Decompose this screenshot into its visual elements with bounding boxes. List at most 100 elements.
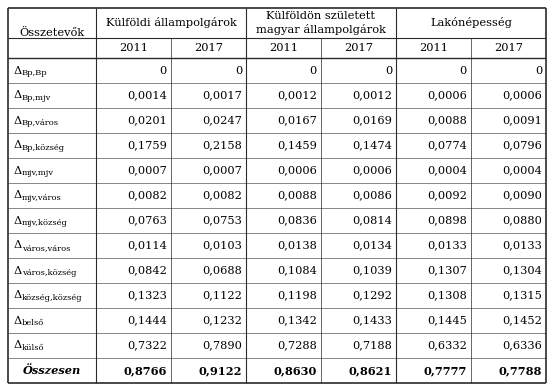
Text: 0,0006: 0,0006 [427, 90, 467, 100]
Text: belső: belső [22, 319, 44, 327]
Text: Külföldön született
magyar állampolgárok: Külföldön született magyar állampolgárok [256, 11, 386, 35]
Text: 0,0842: 0,0842 [127, 265, 167, 276]
Text: 0,0688: 0,0688 [202, 265, 242, 276]
Text: Δ: Δ [14, 140, 22, 151]
Text: 0,0114: 0,0114 [127, 240, 167, 251]
Text: 0,0247: 0,0247 [202, 115, 242, 126]
Text: 0,2158: 0,2158 [202, 140, 242, 151]
Text: 0,0088: 0,0088 [427, 115, 467, 126]
Text: 0,7788: 0,7788 [499, 365, 542, 376]
Text: 0,0086: 0,0086 [352, 190, 392, 201]
Text: 0,0796: 0,0796 [502, 140, 542, 151]
Text: 2017: 2017 [194, 43, 223, 53]
Text: 0,0014: 0,0014 [127, 90, 167, 100]
Text: 0,8630: 0,8630 [274, 365, 317, 376]
Text: 0,0012: 0,0012 [277, 90, 317, 100]
Text: Δ: Δ [14, 90, 22, 100]
Text: mjv,község: mjv,község [22, 219, 68, 227]
Text: 0,1308: 0,1308 [427, 291, 467, 301]
Text: 0,0082: 0,0082 [202, 190, 242, 201]
Text: 0,0007: 0,0007 [127, 165, 167, 176]
Text: Δ: Δ [14, 291, 22, 301]
Text: 0,0092: 0,0092 [427, 190, 467, 201]
Text: 0,0006: 0,0006 [277, 165, 317, 176]
Text: 0,0006: 0,0006 [502, 90, 542, 100]
Text: 0: 0 [535, 66, 542, 75]
Text: 0,1122: 0,1122 [202, 291, 242, 301]
Text: 0,1342: 0,1342 [277, 316, 317, 325]
Text: 0,0814: 0,0814 [352, 215, 392, 226]
Text: 0: 0 [384, 66, 392, 75]
Text: 0,0836: 0,0836 [277, 215, 317, 226]
Text: 0,7188: 0,7188 [352, 341, 392, 350]
Text: Δ: Δ [14, 115, 22, 126]
Text: város,város: város,város [22, 244, 70, 252]
Text: 0,0133: 0,0133 [502, 240, 542, 251]
Text: 0,1474: 0,1474 [352, 140, 392, 151]
Text: 0,0898: 0,0898 [427, 215, 467, 226]
Text: 0,0134: 0,0134 [352, 240, 392, 251]
Text: 0,0880: 0,0880 [502, 215, 542, 226]
Text: 2017: 2017 [494, 43, 523, 53]
Text: 0,1307: 0,1307 [427, 265, 467, 276]
Text: Δ: Δ [14, 66, 22, 75]
Text: Bp,község: Bp,község [22, 144, 65, 152]
Text: 2011: 2011 [269, 43, 298, 53]
Text: Δ: Δ [14, 316, 22, 325]
Text: 0,1084: 0,1084 [277, 265, 317, 276]
Text: 0,1232: 0,1232 [202, 316, 242, 325]
Text: Bp,Bp: Bp,Bp [22, 69, 48, 77]
Text: 0,9122: 0,9122 [198, 365, 242, 376]
Text: Bp,mjv: Bp,mjv [22, 94, 52, 102]
Text: 0,0004: 0,0004 [427, 165, 467, 176]
Text: Δ: Δ [14, 190, 22, 201]
Text: 0,1445: 0,1445 [427, 316, 467, 325]
Text: Δ: Δ [14, 265, 22, 276]
Text: 0: 0 [160, 66, 167, 75]
Text: 0,0007: 0,0007 [202, 165, 242, 176]
Text: 0,1759: 0,1759 [127, 140, 167, 151]
Text: 0,0167: 0,0167 [277, 115, 317, 126]
Text: 0,7890: 0,7890 [202, 341, 242, 350]
Text: Külföldi állampolgárok: Külföldi állampolgárok [106, 18, 237, 29]
Text: 0,0088: 0,0088 [277, 190, 317, 201]
Text: Δ: Δ [14, 165, 22, 176]
Text: 0,0169: 0,0169 [352, 115, 392, 126]
Text: 0,1433: 0,1433 [352, 316, 392, 325]
Text: 0,1459: 0,1459 [277, 140, 317, 151]
Text: 0,0763: 0,0763 [127, 215, 167, 226]
Text: Lakónépesség: Lakónépesség [430, 18, 512, 29]
Text: Δ: Δ [14, 240, 22, 251]
Text: Δ: Δ [14, 215, 22, 226]
Text: 0,7288: 0,7288 [277, 341, 317, 350]
Text: 0,0201: 0,0201 [127, 115, 167, 126]
Text: 0,7322: 0,7322 [127, 341, 167, 350]
Text: 0,1292: 0,1292 [352, 291, 392, 301]
Text: 0,0091: 0,0091 [502, 115, 542, 126]
Text: 0,0012: 0,0012 [352, 90, 392, 100]
Text: 0,7777: 0,7777 [424, 365, 467, 376]
Text: 0,0017: 0,0017 [202, 90, 242, 100]
Text: 2011: 2011 [419, 43, 448, 53]
Text: Összesen: Összesen [23, 365, 81, 376]
Text: 0,0006: 0,0006 [352, 165, 392, 176]
Text: 0: 0 [235, 66, 242, 75]
Text: mjv,mjv: mjv,mjv [22, 169, 54, 177]
Text: 0,1444: 0,1444 [127, 316, 167, 325]
Text: 0,6336: 0,6336 [502, 341, 542, 350]
Text: 0,6332: 0,6332 [427, 341, 467, 350]
Text: város,község: város,község [22, 269, 76, 277]
Text: 2011: 2011 [119, 43, 148, 53]
Text: 0,0103: 0,0103 [202, 240, 242, 251]
Text: 0,8766: 0,8766 [124, 365, 167, 376]
Text: külső: külső [22, 344, 44, 352]
Text: 0,0753: 0,0753 [202, 215, 242, 226]
Text: 0,0090: 0,0090 [502, 190, 542, 201]
Text: község,község: község,község [22, 294, 83, 302]
Text: 0,1315: 0,1315 [502, 291, 542, 301]
Text: 0,1323: 0,1323 [127, 291, 167, 301]
Text: 0,1039: 0,1039 [352, 265, 392, 276]
Text: 0,0133: 0,0133 [427, 240, 467, 251]
Text: 0,0082: 0,0082 [127, 190, 167, 201]
Text: Összetevők: Összetevők [19, 28, 85, 38]
